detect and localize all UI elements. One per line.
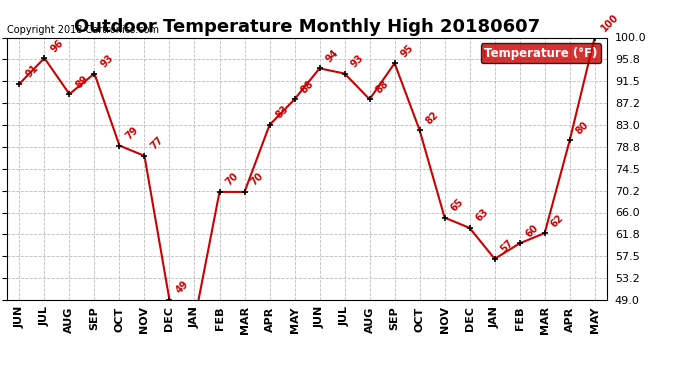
Text: 88: 88 — [374, 78, 391, 95]
Text: 93: 93 — [99, 53, 115, 69]
Text: 79: 79 — [124, 125, 140, 141]
Text: 77: 77 — [148, 135, 165, 152]
Text: 96: 96 — [48, 37, 65, 54]
Text: 70: 70 — [224, 171, 240, 188]
Text: 70: 70 — [248, 171, 265, 188]
Text: 83: 83 — [274, 104, 290, 121]
Text: 45: 45 — [0, 374, 1, 375]
Text: 100: 100 — [599, 12, 620, 33]
Text: 94: 94 — [324, 48, 340, 64]
Text: 93: 93 — [348, 53, 365, 69]
Text: 95: 95 — [399, 42, 415, 59]
Title: Outdoor Temperature Monthly High 20180607: Outdoor Temperature Monthly High 2018060… — [74, 18, 540, 36]
Text: 82: 82 — [424, 109, 440, 126]
Text: 80: 80 — [574, 120, 591, 136]
Legend: Temperature (°F): Temperature (°F) — [481, 44, 601, 63]
Text: 63: 63 — [474, 207, 491, 224]
Text: 91: 91 — [23, 63, 40, 80]
Text: 88: 88 — [299, 78, 315, 95]
Text: 62: 62 — [549, 212, 565, 229]
Text: 65: 65 — [448, 197, 465, 213]
Text: 57: 57 — [499, 238, 515, 255]
Text: Copyright 2018 Cartronics.com: Copyright 2018 Cartronics.com — [7, 25, 159, 35]
Text: 60: 60 — [524, 223, 540, 239]
Text: 89: 89 — [74, 73, 90, 90]
Text: 49: 49 — [174, 279, 190, 296]
